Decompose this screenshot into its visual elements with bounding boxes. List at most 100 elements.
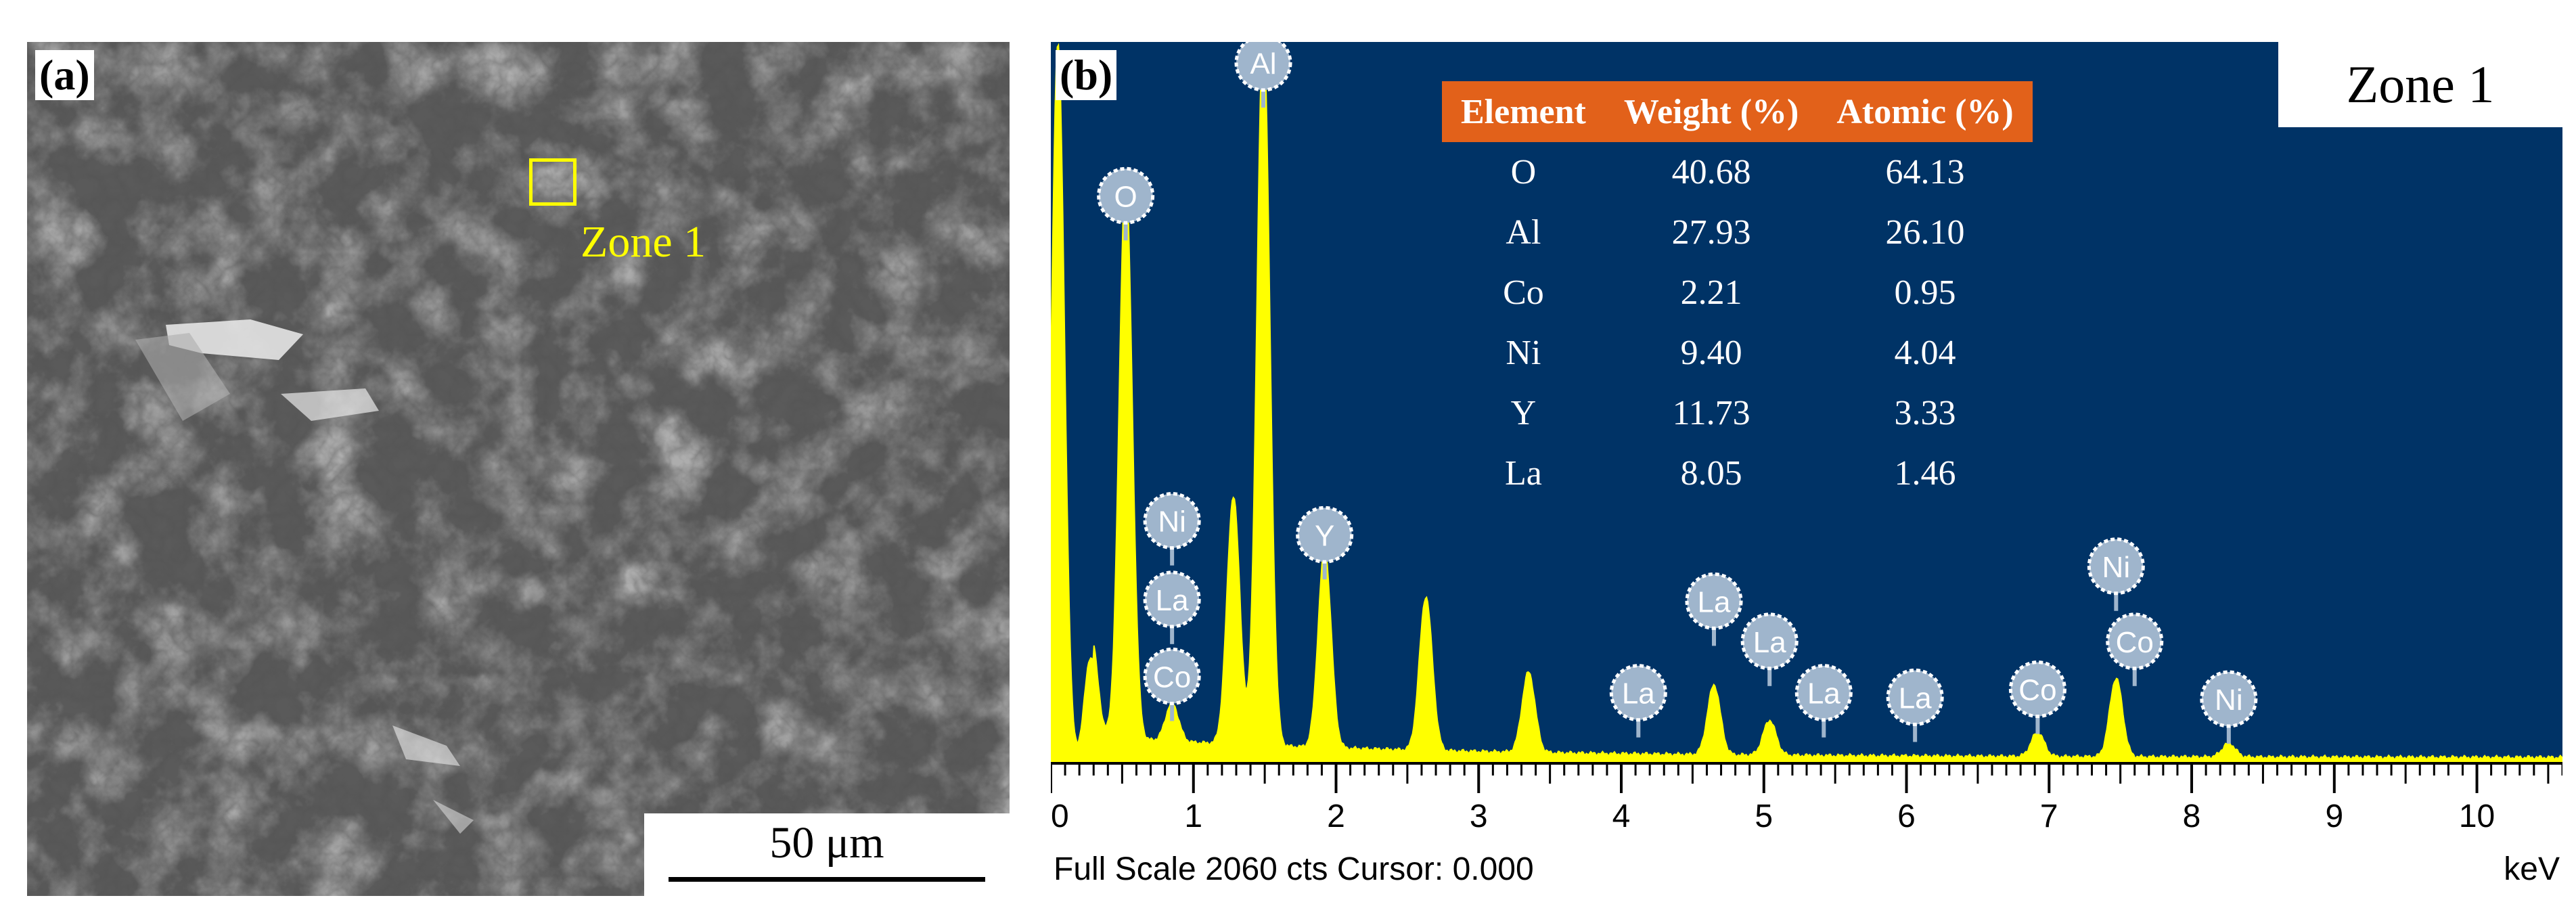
x-tick-label: 7 (2040, 799, 2058, 834)
cell-element: Co (1503, 273, 1544, 312)
element-marker-co: Co (1143, 647, 1201, 721)
marker-label: Ni (1158, 506, 1186, 539)
element-marker-o: O (1097, 166, 1155, 241)
scale-bar-label: 50 μm (769, 818, 884, 868)
x-tick-label: 10 (2459, 799, 2495, 834)
cell-weight: 2.21 (1680, 273, 1742, 312)
marker-label: La (1622, 677, 1655, 711)
element-marker-co: Co (2106, 612, 2164, 686)
x-axis-ticks (1051, 763, 2562, 793)
marker-badge (1296, 506, 1354, 564)
cell-weight: 8.05 (1680, 454, 1742, 493)
cell-atomic: 26.10 (1885, 213, 1965, 252)
x-tick-label: 2 (1327, 799, 1345, 834)
x-tick-label: 6 (1897, 799, 1916, 834)
x-tick-label: 3 (1470, 799, 1488, 834)
table-row: O 40.68 64.13 (1442, 142, 2033, 202)
zone-1-marker (529, 158, 577, 206)
element-markers: Al O Ni La Co Y La La La La La Co Ni Co Ni (1097, 42, 2258, 744)
cell-element: La (1505, 454, 1542, 493)
x-tick-label: 4 (1612, 799, 1631, 834)
sem-texture (27, 42, 1010, 896)
x-tick-label: 8 (2183, 799, 2201, 834)
marker-label: O (1114, 180, 1137, 213)
marker-label: Co (2018, 674, 2056, 707)
x-axis-unit: keV (2504, 851, 2560, 887)
cell-atomic: 1.46 (1894, 454, 1956, 493)
x-tick-label: 9 (2325, 799, 2343, 834)
panel-a-label: (a) (35, 50, 94, 100)
element-marker-y: Y (1296, 506, 1354, 580)
marker-label: Ni (2215, 683, 2243, 717)
marker-label: Al (1250, 47, 1276, 81)
cell-element: Ni (1506, 334, 1541, 372)
element-marker-la: La (1685, 572, 1743, 646)
bright-features (135, 319, 474, 834)
element-marker-la: La (1740, 612, 1799, 686)
cell-weight: 9.40 (1680, 334, 1742, 372)
x-tick-label: 0 (1051, 799, 1069, 834)
spectrum-footer: Full Scale 2060 cts Cursor: 0.000 (1054, 851, 1534, 887)
x-axis-tick-labels: 0 1 2 3 4 5 6 7 8 9 10 (1051, 799, 2495, 834)
element-marker-ni: Ni (2200, 670, 2258, 744)
table-row: Al 27.93 26.10 (1442, 202, 2033, 263)
eds-spectrum-chart: Al O Ni La Co Y La La La La La Co Ni Co Ni 0 1 2 3 4 5 6 7 8 9 1… (1051, 42, 2562, 907)
cell-weight: 27.93 (1671, 213, 1751, 252)
scale-bar-box: 50 μm (644, 813, 1010, 896)
element-marker-al: Al (1234, 42, 1292, 108)
header-atomic: Atomic (%) (1817, 81, 2033, 142)
x-tick-label: 5 (1755, 799, 1773, 834)
marker-badge (1143, 570, 1201, 629)
element-marker-ni: Ni (1143, 492, 1201, 566)
marker-badge (1143, 647, 1201, 705)
marker-badge (1097, 166, 1155, 225)
marker-label: Co (2116, 626, 2154, 659)
sem-micrograph: Zone 1 50 μm (27, 42, 1010, 896)
table-row: Y 11.73 3.33 (1442, 383, 2033, 443)
element-marker-la: La (1609, 664, 1667, 738)
marker-badge (1234, 42, 1292, 92)
eds-spectrum-panel: Al O Ni La Co Y La La La La La Co Ni Co Ni 0 1 2 3 4 5 6 7 8 9 1… (1051, 42, 2562, 907)
marker-badge (1143, 492, 1201, 550)
axis-area (1051, 762, 2562, 907)
composition-table: Element Weight (%) Atomic (%) O 40.68 64… (1442, 81, 2033, 503)
marker-label: La (1753, 626, 1786, 659)
table-row: Ni 9.40 4.04 (1442, 323, 2033, 383)
table-row: Co 2.21 0.95 (1442, 263, 2033, 323)
table-header-row: Element Weight (%) Atomic (%) (1442, 81, 2033, 142)
marker-label: Co (1153, 660, 1191, 694)
cell-weight: 11.73 (1672, 394, 1750, 432)
cell-atomic: 4.04 (1894, 334, 1956, 372)
marker-badge (1886, 668, 1944, 726)
marker-badge (1609, 664, 1667, 722)
cell-atomic: 64.13 (1885, 153, 1965, 192)
element-marker-la: La (1886, 668, 1944, 742)
marker-label: La (1807, 677, 1840, 711)
x-tick-label: 1 (1184, 799, 1202, 834)
marker-badge (1740, 612, 1799, 671)
zone-1-title: Zone 1 (2278, 42, 2562, 127)
cell-atomic: 0.95 (1894, 273, 1956, 312)
marker-label: La (1156, 584, 1189, 617)
panel-b-label: (b) (1056, 50, 1117, 100)
marker-badge (1794, 664, 1853, 722)
cell-atomic: 3.33 (1894, 394, 1956, 432)
scale-bar (669, 877, 985, 882)
spectrum-area (1051, 42, 2562, 763)
zone-1-label: Zone 1 (581, 217, 706, 267)
header-element: Element (1442, 81, 1605, 142)
marker-label: Ni (2102, 551, 2131, 584)
header-weight: Weight (%) (1604, 81, 1818, 142)
cell-weight: 40.68 (1671, 153, 1751, 192)
marker-badge (2106, 612, 2164, 671)
element-marker-co: Co (2008, 660, 2066, 734)
marker-badge (2008, 660, 2066, 719)
marker-badge (1685, 572, 1743, 630)
cell-element: O (1510, 153, 1537, 192)
marker-label: Y (1315, 519, 1334, 552)
marker-badge (2087, 537, 2145, 596)
element-marker-ni: Ni (2087, 537, 2145, 611)
marker-badge (2200, 670, 2258, 728)
marker-label: La (1899, 681, 1932, 715)
marker-label: La (1698, 585, 1731, 619)
